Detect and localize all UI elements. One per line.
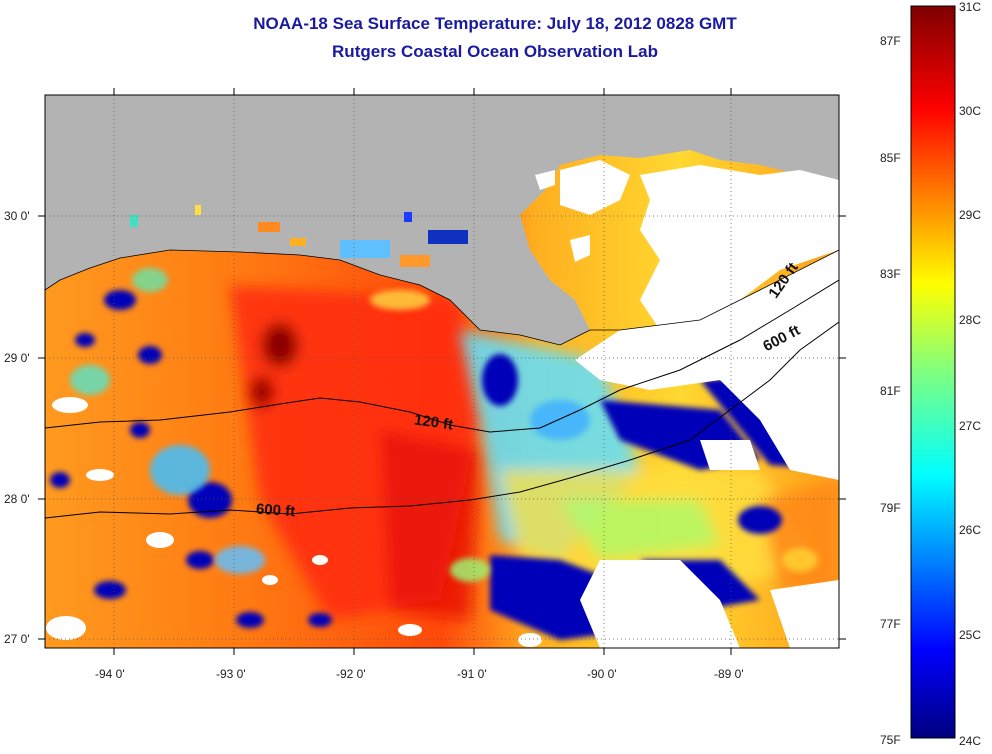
land-mass [45,95,839,345]
lon-label: -94 0' [95,667,125,681]
coastline [45,249,839,346]
contour-600ft [45,321,839,519]
cloud-mask [46,250,839,648]
colorbar-f-label: 81F [880,384,901,398]
contour-120ft [45,279,839,433]
map-title: NOAA-18 Sea Surface Temperature: July 18… [253,14,737,33]
bays [535,160,839,350]
mid-patches [70,268,818,582]
colorbar-f-label: 85F [880,151,901,165]
colorbar [910,5,956,739]
colorbar-f-label: 75F [880,733,901,747]
lat-label: 30 0' [4,209,30,223]
grid-lines [45,95,839,648]
colorbar-c-label: 25C [959,628,982,642]
inshore-features [130,205,468,267]
colorbar-c-label: 24C [959,734,982,748]
lon-label: -91 0' [457,667,487,681]
colorbar-c-label: 26C [959,523,982,537]
lon-label: -92 0' [336,667,366,681]
colorbar-f-label: 77F [880,617,901,631]
map-frame [44,94,840,649]
lat-label: 29 0' [4,351,30,365]
colorbar-c-label: 31C [959,0,982,14]
colorbar-c-label: 27C [959,419,982,433]
lon-label: -93 0' [216,667,246,681]
lat-label: 28 0' [4,492,30,506]
colorbar-f-label: 79F [880,501,901,515]
lat-label: 27 0' [4,632,30,646]
colorbar-c-label: 29C [959,208,982,222]
contour-label: 600 ft [255,500,296,521]
colorbar-c-label: 28C [959,313,982,327]
warm-core [230,285,480,620]
axis-ticks [38,88,846,655]
colorbar-f-label: 87F [880,34,901,48]
colorbar-f-label: 83F [880,267,901,281]
colorbar-c-label: 30C [959,104,982,118]
lon-label: -90 0' [587,667,617,681]
map-subtitle: Rutgers Coastal Ocean Observation Lab [332,42,658,61]
lon-label: -89 0' [714,667,744,681]
